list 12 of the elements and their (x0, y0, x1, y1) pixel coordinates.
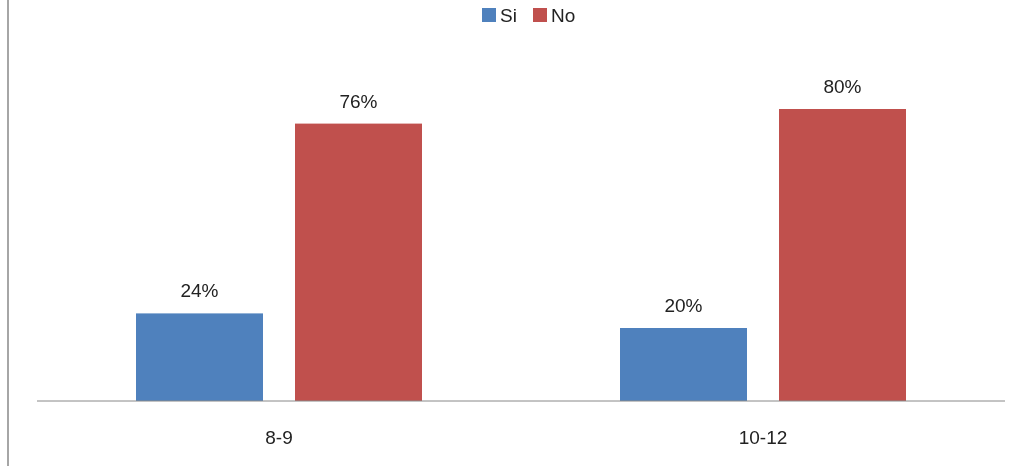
bar (779, 109, 906, 401)
data-label: 76% (339, 90, 378, 112)
bar (620, 328, 747, 401)
data-label: 24% (180, 280, 219, 302)
data-label: 80% (823, 76, 862, 97)
legend-label: Si (500, 5, 517, 26)
legend-label: No (551, 5, 576, 26)
x-tick-label: 10-12 (738, 427, 788, 448)
data-label: 20% (664, 295, 703, 316)
bar (136, 313, 263, 401)
bar (295, 123, 422, 401)
x-tick-label: 8-9 (265, 427, 293, 448)
